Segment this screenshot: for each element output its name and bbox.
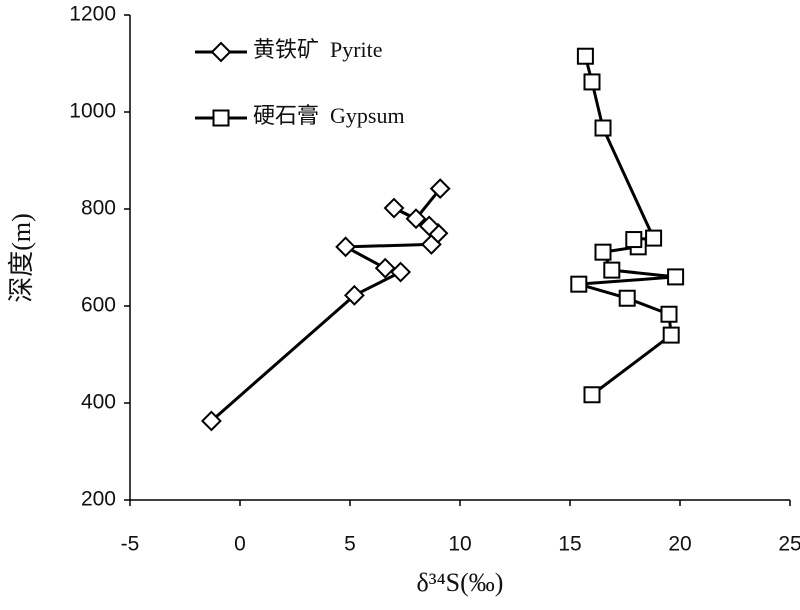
marker xyxy=(603,261,621,279)
marker xyxy=(594,243,612,261)
marker xyxy=(200,410,222,432)
x-tick-label: 20 xyxy=(668,533,691,556)
x-tick-label: 10 xyxy=(448,533,471,556)
marker xyxy=(662,326,680,344)
y-tick-label: 200 xyxy=(81,488,116,511)
series-line xyxy=(577,55,678,396)
marker xyxy=(625,231,643,249)
marker xyxy=(583,73,601,91)
x-tick-label: 15 xyxy=(558,533,581,556)
x-tick-label: 0 xyxy=(234,533,246,556)
marker xyxy=(390,261,412,283)
marker xyxy=(343,284,365,306)
x-axis-label: δ³⁴S(‰) xyxy=(417,568,504,597)
marker xyxy=(374,257,396,279)
y-tick-label: 400 xyxy=(81,391,116,414)
marker xyxy=(594,119,612,137)
x-tick-label: 5 xyxy=(344,533,356,556)
marker xyxy=(405,208,427,230)
legend-label: 硬石膏 Gypsum xyxy=(253,103,405,128)
marker xyxy=(576,47,594,65)
series-line xyxy=(210,187,442,423)
y-tick-label: 1200 xyxy=(69,3,116,26)
marker xyxy=(583,386,601,404)
legend-marker xyxy=(210,41,232,63)
marker xyxy=(570,275,588,293)
x-tick-label: 25 xyxy=(778,533,800,556)
y-tick-label: 1000 xyxy=(69,100,116,123)
marker xyxy=(660,305,678,323)
marker xyxy=(667,268,685,286)
marker xyxy=(383,197,405,219)
marker xyxy=(418,215,440,237)
legend-marker xyxy=(212,109,230,127)
y-axis-label: 深度(m) xyxy=(7,213,36,303)
marker xyxy=(429,178,451,200)
marker xyxy=(645,229,663,247)
legend-label: 黄铁矿 Pyrite xyxy=(253,37,383,62)
y-tick-label: 800 xyxy=(81,197,116,220)
marker xyxy=(618,289,636,307)
x-tick-label: -5 xyxy=(121,533,140,556)
y-tick-label: 600 xyxy=(81,294,116,317)
marker xyxy=(335,236,357,258)
